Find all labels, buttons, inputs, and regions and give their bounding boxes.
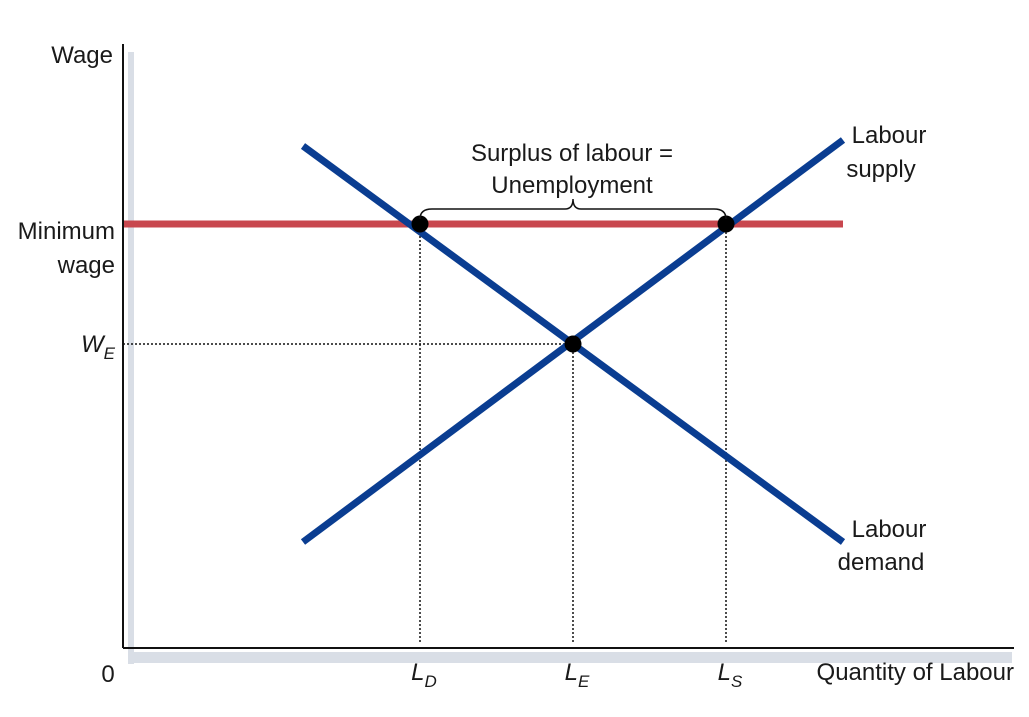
axes	[122, 44, 1014, 649]
intersection-points	[411, 215, 735, 353]
x-tick-label-0: LD	[411, 659, 437, 691]
x-tick-label-2: LS	[718, 659, 743, 691]
x-axis-label: Quantity of Labour	[817, 659, 1014, 686]
surplus-brace	[419, 198, 727, 220]
origin-label: 0	[101, 661, 114, 688]
y-tick-label-0: WE	[81, 331, 116, 363]
equilibrium-point	[564, 335, 582, 353]
supply-label-line-2: supply	[846, 156, 915, 183]
demand-label-line-2: demand	[838, 549, 925, 576]
axis-shadow	[128, 52, 1012, 664]
demand-min-wage-point	[411, 215, 429, 233]
tick-labels: WE LD LE LS	[81, 331, 743, 691]
y-axis-label: Wage	[51, 42, 113, 69]
annotation-line-2: Unemployment	[491, 172, 653, 199]
minimum-wage-label-line-1: Minimum	[18, 218, 115, 245]
minimum-wage-label-line-2: wage	[57, 252, 115, 279]
x-tick-label-1: LE	[565, 659, 590, 691]
curves	[123, 137, 846, 545]
annotation-line-1: Surplus of labour =	[471, 140, 673, 167]
labels: Wage Quantity of Labour 0 Surplus of lab…	[18, 42, 1014, 688]
supply-label-line-1: Labour	[852, 122, 927, 149]
guide-lines	[123, 224, 727, 644]
demand-label-line-1: Labour	[852, 516, 927, 543]
supply-min-wage-point	[717, 215, 735, 233]
